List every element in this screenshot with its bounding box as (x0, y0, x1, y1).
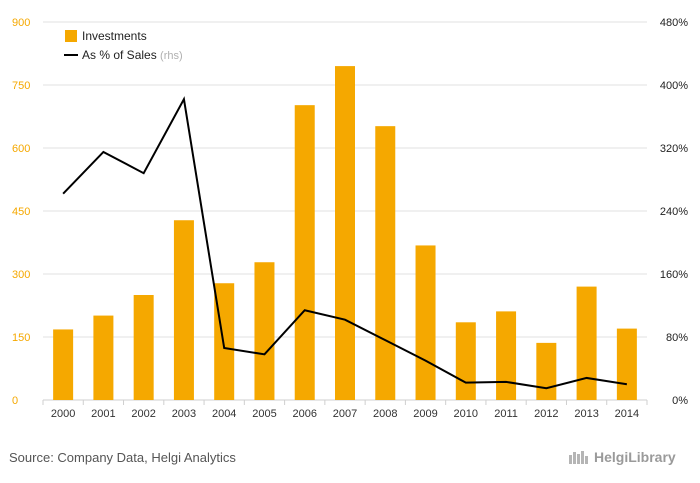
bar-2009 (415, 245, 436, 400)
bar-2001 (93, 315, 114, 400)
library-icon (569, 451, 588, 464)
left-tick-label: 900 (12, 17, 30, 29)
legend: Investments As % of Sales (rhs) (64, 29, 183, 62)
x-tick-label: 2009 (413, 408, 437, 420)
legend-label-suffix: (rhs) (160, 50, 183, 62)
x-tick-label: 2003 (172, 408, 196, 420)
helgi-logo: HelgiLibrary (568, 449, 676, 465)
x-tick-label: 2012 (534, 408, 558, 420)
x-tick-label: 2006 (292, 408, 316, 420)
left-axis-ticks: 0 150 300 450 600 750 900 (12, 17, 30, 407)
bar-2005 (254, 262, 275, 400)
right-tick-label: 320% (660, 143, 688, 155)
right-tick-label: 400% (660, 80, 688, 92)
right-tick-label: 80% (666, 332, 688, 344)
x-tick-label: 2001 (91, 408, 115, 420)
left-tick-label: 150 (12, 332, 30, 344)
bar-2006 (294, 105, 315, 400)
bar-2003 (173, 220, 194, 400)
bar-2002 (133, 295, 154, 400)
x-tick-label: 2010 (454, 408, 478, 420)
left-tick-label: 450 (12, 206, 30, 218)
left-tick-label: 750 (12, 80, 30, 92)
legend-label-investments: Investments (82, 29, 147, 43)
right-tick-label: 240% (660, 206, 688, 218)
x-tick-label: 2007 (333, 408, 357, 420)
bar-2012 (536, 342, 557, 400)
bar-2007 (335, 66, 355, 400)
left-tick-label: 600 (12, 143, 30, 155)
x-tick-label: 2000 (51, 408, 75, 420)
legend-label-share: As % of Sales (rhs) (82, 48, 183, 62)
right-tick-label: 0% (672, 395, 688, 407)
x-axis-ticks: 2000 2001 2002 2003 2004 2005 2006 2007 2008 2009… (51, 408, 639, 420)
bar-2014 (616, 328, 637, 400)
chart: 0 150 300 450 600 750 900 0% 80% 160% 240% 320% 400… (12, 17, 688, 420)
legend-swatch-investments (65, 30, 77, 42)
source-note: Source: Company Data, Helgi Analytics (9, 450, 236, 465)
right-tick-label: 480% (660, 17, 688, 29)
logo-text: HelgiLibrary (594, 449, 676, 465)
bar-2010 (455, 322, 476, 400)
x-tick-label: 2013 (574, 408, 598, 420)
bar-2008 (375, 126, 396, 400)
bar-2000 (53, 329, 74, 400)
x-tick-label: 2005 (252, 408, 276, 420)
right-axis-ticks: 0% 80% 160% 240% 320% 400% 480% (660, 17, 688, 407)
x-tick-label: 2002 (131, 408, 155, 420)
right-tick-label: 160% (660, 269, 688, 281)
left-tick-label: 0 (12, 395, 18, 407)
bar-2011 (496, 311, 517, 400)
bar-series (53, 66, 637, 400)
x-tick-label: 2011 (494, 408, 518, 420)
left-tick-label: 300 (12, 269, 30, 281)
x-tick-label: 2014 (615, 408, 639, 420)
bar-2013 (576, 286, 597, 400)
line-series (62, 96, 628, 390)
x-tick-label: 2008 (373, 408, 397, 420)
x-tick-label: 2004 (212, 408, 236, 420)
